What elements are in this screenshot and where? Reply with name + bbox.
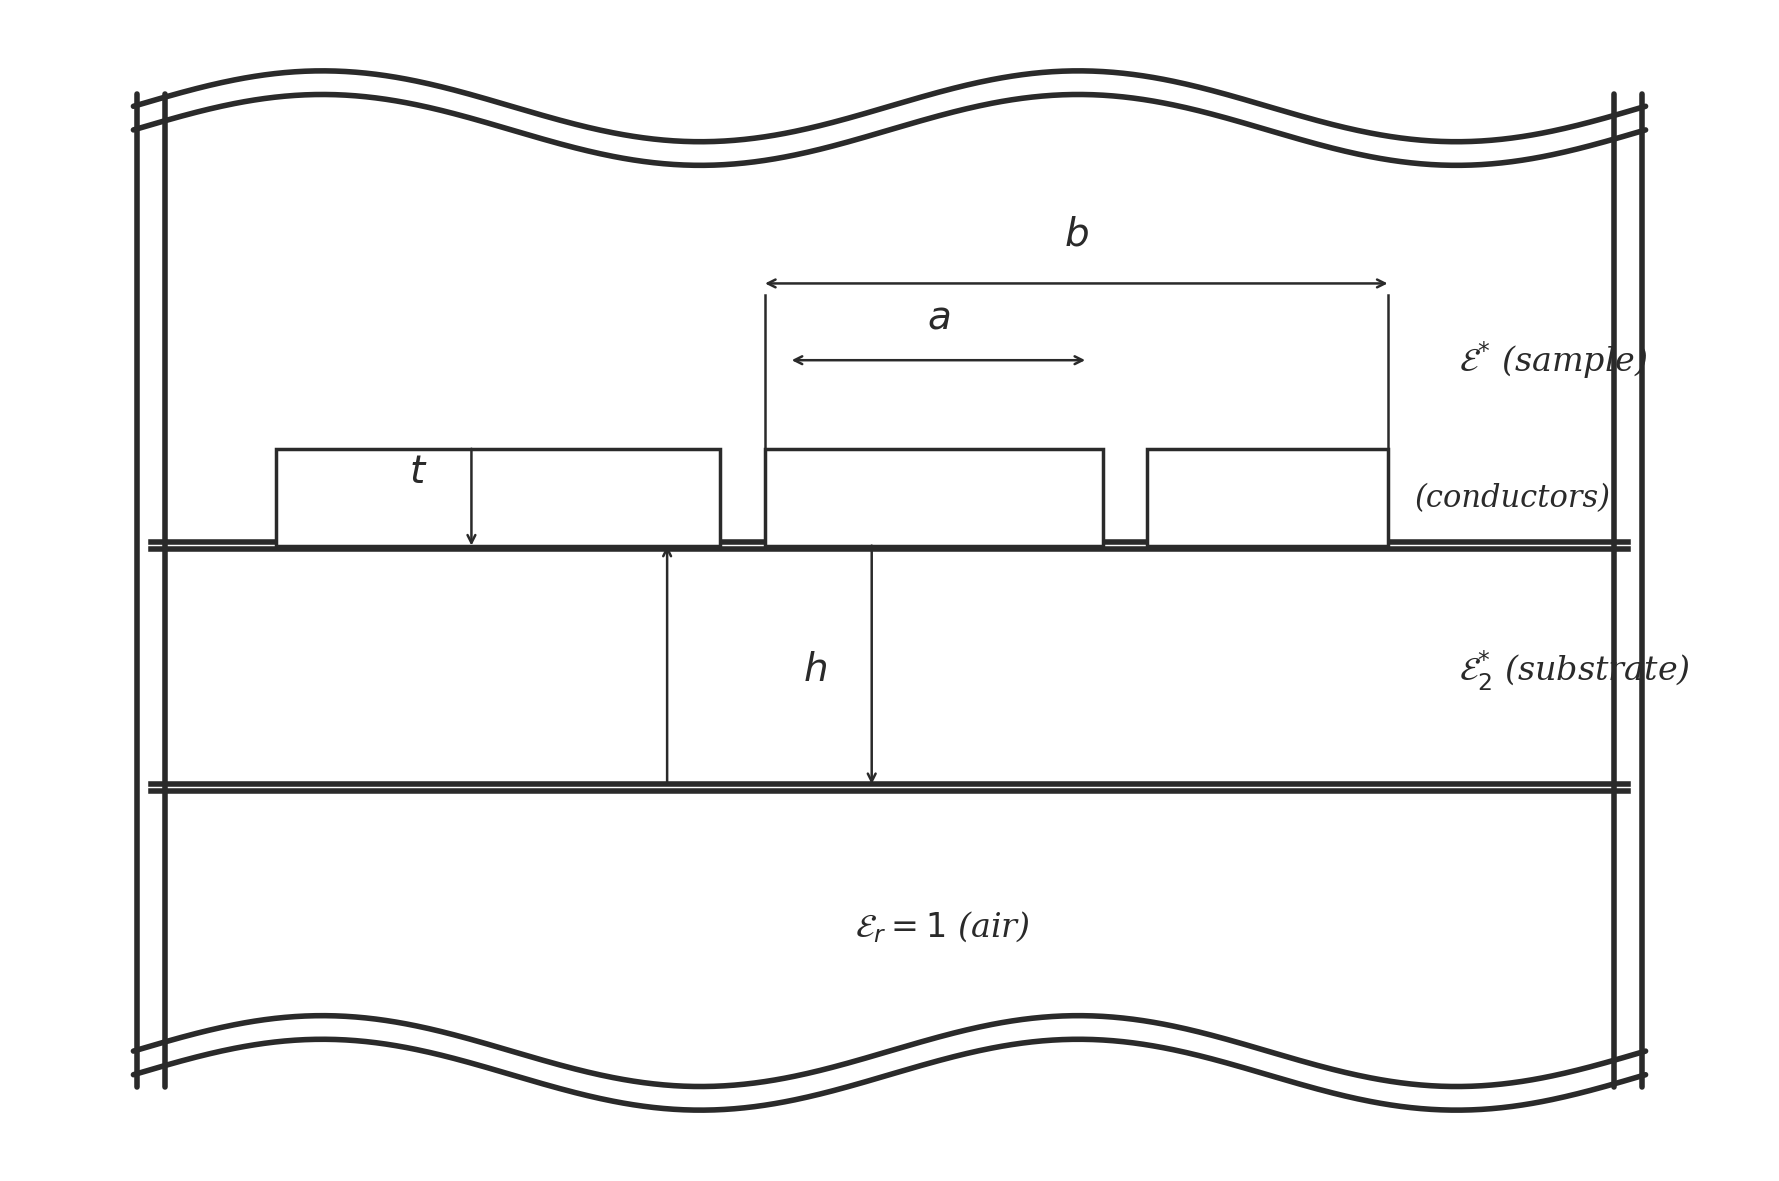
Text: $b$: $b$ (1064, 217, 1089, 254)
Text: $\mathcal{E}_r = 1$ (air): $\mathcal{E}_r = 1$ (air) (856, 909, 1030, 945)
Text: $h$: $h$ (804, 652, 827, 690)
Text: $\mathcal{E}_2^{*}$ (substrate): $\mathcal{E}_2^{*}$ (substrate) (1459, 648, 1690, 693)
Bar (1147, 449, 1388, 546)
Text: (conductors): (conductors) (1414, 483, 1610, 514)
Bar (765, 449, 1103, 546)
Text: $a$: $a$ (927, 300, 950, 337)
Text: $t$: $t$ (409, 454, 427, 491)
Text: $\mathcal{E}^{*}$ (sample): $\mathcal{E}^{*}$ (sample) (1459, 339, 1647, 381)
Bar (276, 449, 720, 546)
